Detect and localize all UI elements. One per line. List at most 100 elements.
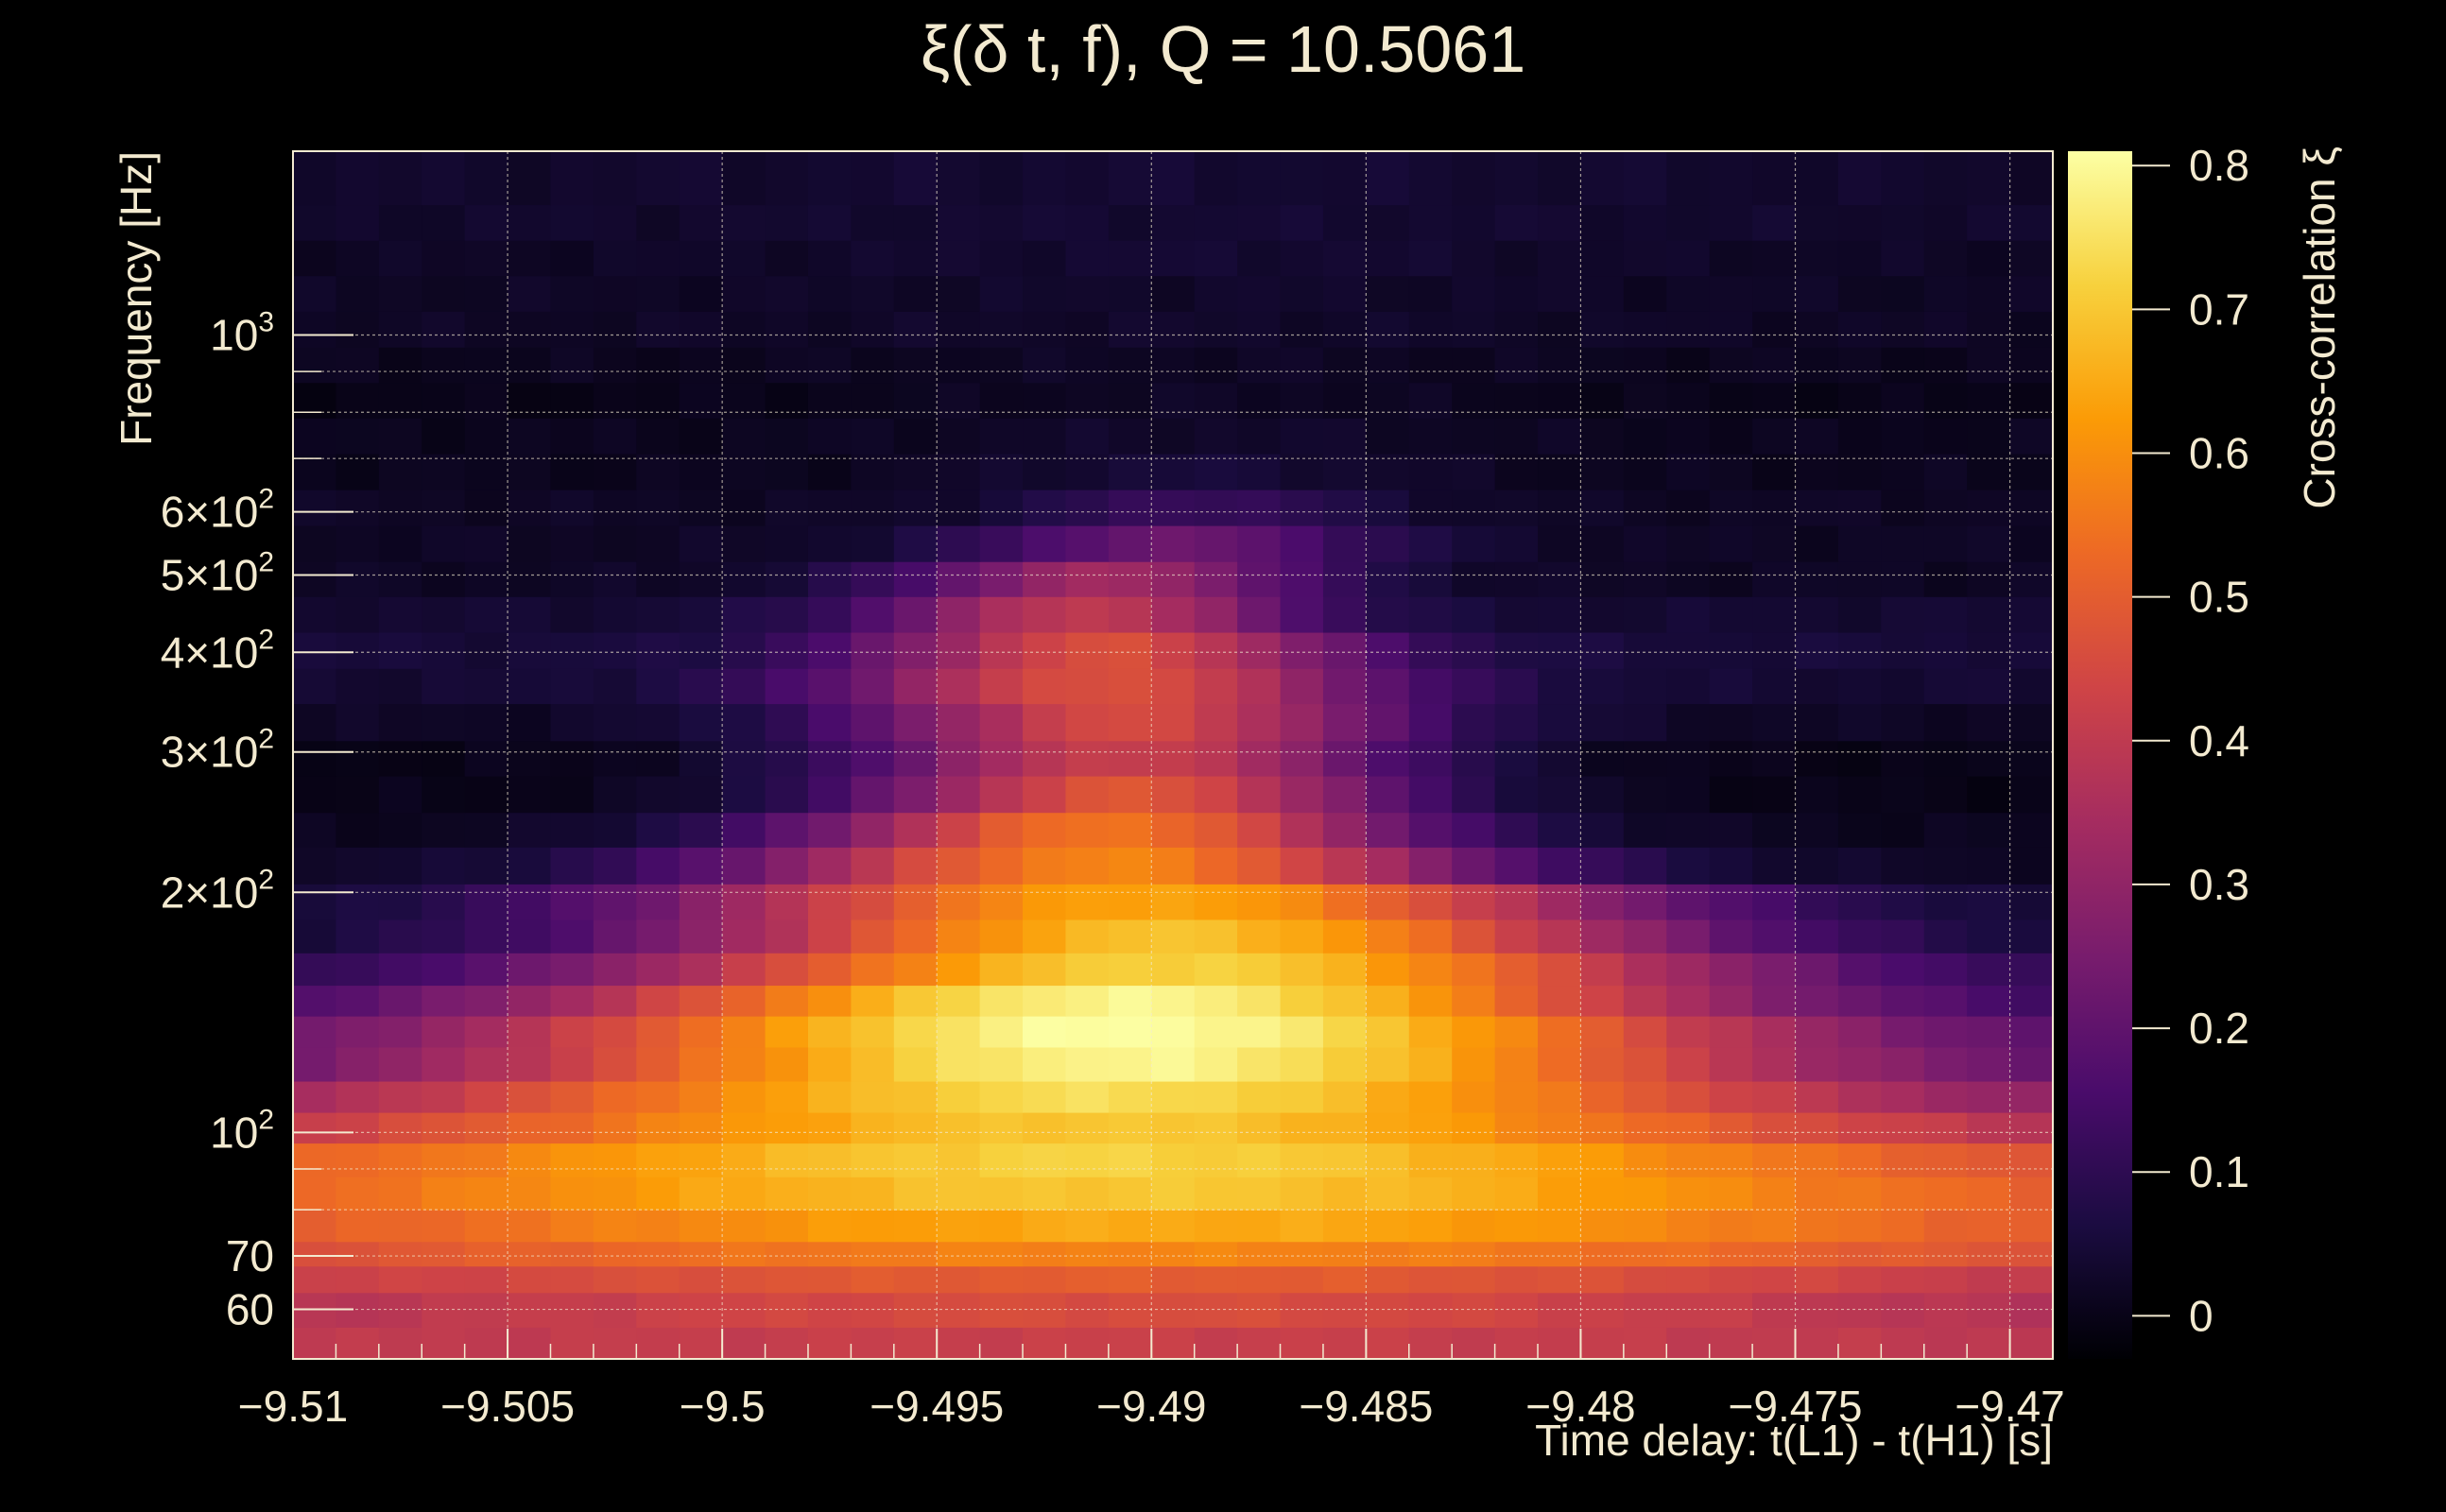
- heatmap-cell: [464, 311, 508, 348]
- heatmap-cell: [1752, 812, 1797, 848]
- heatmap-cell: [1194, 919, 1238, 954]
- heatmap-cell: [851, 1143, 895, 1177]
- y-tick-label: 2×102: [161, 864, 274, 917]
- heatmap-cell: [893, 311, 938, 348]
- heatmap-cell: [1452, 776, 1496, 814]
- heatmap-cell: [1752, 985, 1797, 1017]
- heatmap-cell: [1366, 453, 1410, 490]
- heatmap-cell: [1366, 1210, 1410, 1243]
- heatmap-cell: [1666, 382, 1711, 419]
- heatmap-cell: [1881, 919, 1925, 954]
- heatmap-cell: [1280, 703, 1324, 742]
- heatmap-cell: [550, 884, 594, 920]
- heatmap-cell: [1408, 1327, 1453, 1360]
- heatmap-cell: [2009, 631, 2054, 669]
- heatmap-cell: [1366, 1016, 1410, 1048]
- heatmap-cell: [1151, 1241, 1196, 1267]
- heatmap-cell: [893, 1080, 938, 1113]
- heatmap-cell: [508, 525, 552, 562]
- heatmap-cell: [1795, 1177, 1839, 1211]
- heatmap-cell: [1408, 776, 1453, 814]
- heatmap-cell: [1494, 1327, 1539, 1360]
- heatmap-cell: [937, 1241, 981, 1267]
- heatmap-cell: [1538, 151, 1582, 206]
- heatmap-cell: [722, 884, 767, 920]
- heatmap-cell: [1065, 1046, 1110, 1082]
- heatmap-cell: [593, 418, 637, 455]
- heatmap-cell: [336, 151, 380, 206]
- heatmap-cell: [765, 740, 809, 777]
- heatmap-cell: [2009, 204, 2054, 241]
- heatmap-cell: [1108, 311, 1152, 348]
- heatmap-cell: [765, 776, 809, 814]
- heatmap-cell: [1623, 703, 1667, 742]
- heatmap-cell: [1881, 275, 1925, 312]
- heatmap-cell: [1452, 596, 1496, 633]
- heatmap-cell: [1151, 847, 1196, 885]
- heatmap-cell: [550, 953, 594, 987]
- heatmap-cell: [979, 847, 1024, 885]
- heatmap-cell: [1280, 1143, 1324, 1177]
- heatmap-cell: [851, 668, 895, 705]
- heatmap-cell: [1795, 275, 1839, 312]
- grid-lines: [292, 151, 2053, 1359]
- heatmap-cell: [293, 847, 337, 885]
- heatmap-cell: [851, 453, 895, 490]
- heatmap-cell: [636, 418, 680, 455]
- heatmap-cell: [1923, 1292, 1968, 1328]
- heatmap-cell: [336, 275, 380, 312]
- heatmap-cell: [293, 812, 337, 848]
- heatmap-cell: [508, 1111, 552, 1144]
- heatmap-cell: [550, 453, 594, 490]
- heatmap-cell: [722, 1210, 767, 1243]
- heatmap-cell: [1194, 884, 1238, 920]
- heatmap-cell: [1452, 1080, 1496, 1113]
- heatmap-cell: [550, 847, 594, 885]
- heatmap-cell: [1108, 985, 1152, 1017]
- heatmap-cell: [293, 311, 337, 348]
- heatmap-cell: [1666, 703, 1711, 742]
- heatmap-cell: [550, 1265, 594, 1294]
- heatmap-cell: [1366, 596, 1410, 633]
- heatmap-cell: [1666, 919, 1711, 954]
- heatmap-cell: [1494, 1241, 1539, 1267]
- heatmap-cell: [1023, 1080, 1067, 1113]
- heatmap-cell: [1709, 919, 1753, 954]
- heatmap-cell: [464, 240, 508, 277]
- heatmap-cell: [679, 525, 723, 562]
- heatmap-cell: [1366, 311, 1410, 348]
- heatmap-cell: [1194, 1292, 1238, 1328]
- heatmap-cell: [679, 596, 723, 633]
- heatmap-cell: [636, 1241, 680, 1267]
- heatmap-cell: [722, 985, 767, 1017]
- heatmap-cell: [422, 1177, 466, 1211]
- heatmap-cell: [722, 204, 767, 241]
- heatmap-cell: [1280, 740, 1324, 777]
- heatmap-cell: [851, 1016, 895, 1048]
- heatmap-cell: [1837, 953, 1882, 987]
- heatmap-cell: [1623, 490, 1667, 526]
- heatmap-cell: [1452, 1292, 1496, 1328]
- heatmap-cell: [636, 1292, 680, 1328]
- heatmap-cell: [1065, 1143, 1110, 1177]
- heatmap-cell: [1837, 812, 1882, 848]
- heatmap-cell: [1065, 1210, 1110, 1243]
- heatmap-cell: [1237, 490, 1282, 526]
- heatmap-cell: [593, 884, 637, 920]
- heatmap-cell: [1752, 1016, 1797, 1048]
- heatmap-cell: [1151, 1111, 1196, 1144]
- heatmap-cell: [550, 347, 594, 384]
- heatmap-cell: [1065, 884, 1110, 920]
- heatmap-cell: [851, 382, 895, 419]
- heatmap-cell: [593, 668, 637, 705]
- heatmap-cell: [293, 204, 337, 241]
- heatmap-cell: [979, 884, 1024, 920]
- heatmap-cell: [1967, 1210, 2011, 1243]
- heatmap-cell: [1366, 1327, 1410, 1360]
- heatmap-cell: [464, 525, 508, 562]
- heatmap-cell: [293, 151, 337, 206]
- heatmap-cell: [336, 884, 380, 920]
- heatmap-cell: [1151, 382, 1196, 419]
- heatmap-cell: [1452, 1177, 1496, 1211]
- heatmap-cell: [1623, 151, 1667, 206]
